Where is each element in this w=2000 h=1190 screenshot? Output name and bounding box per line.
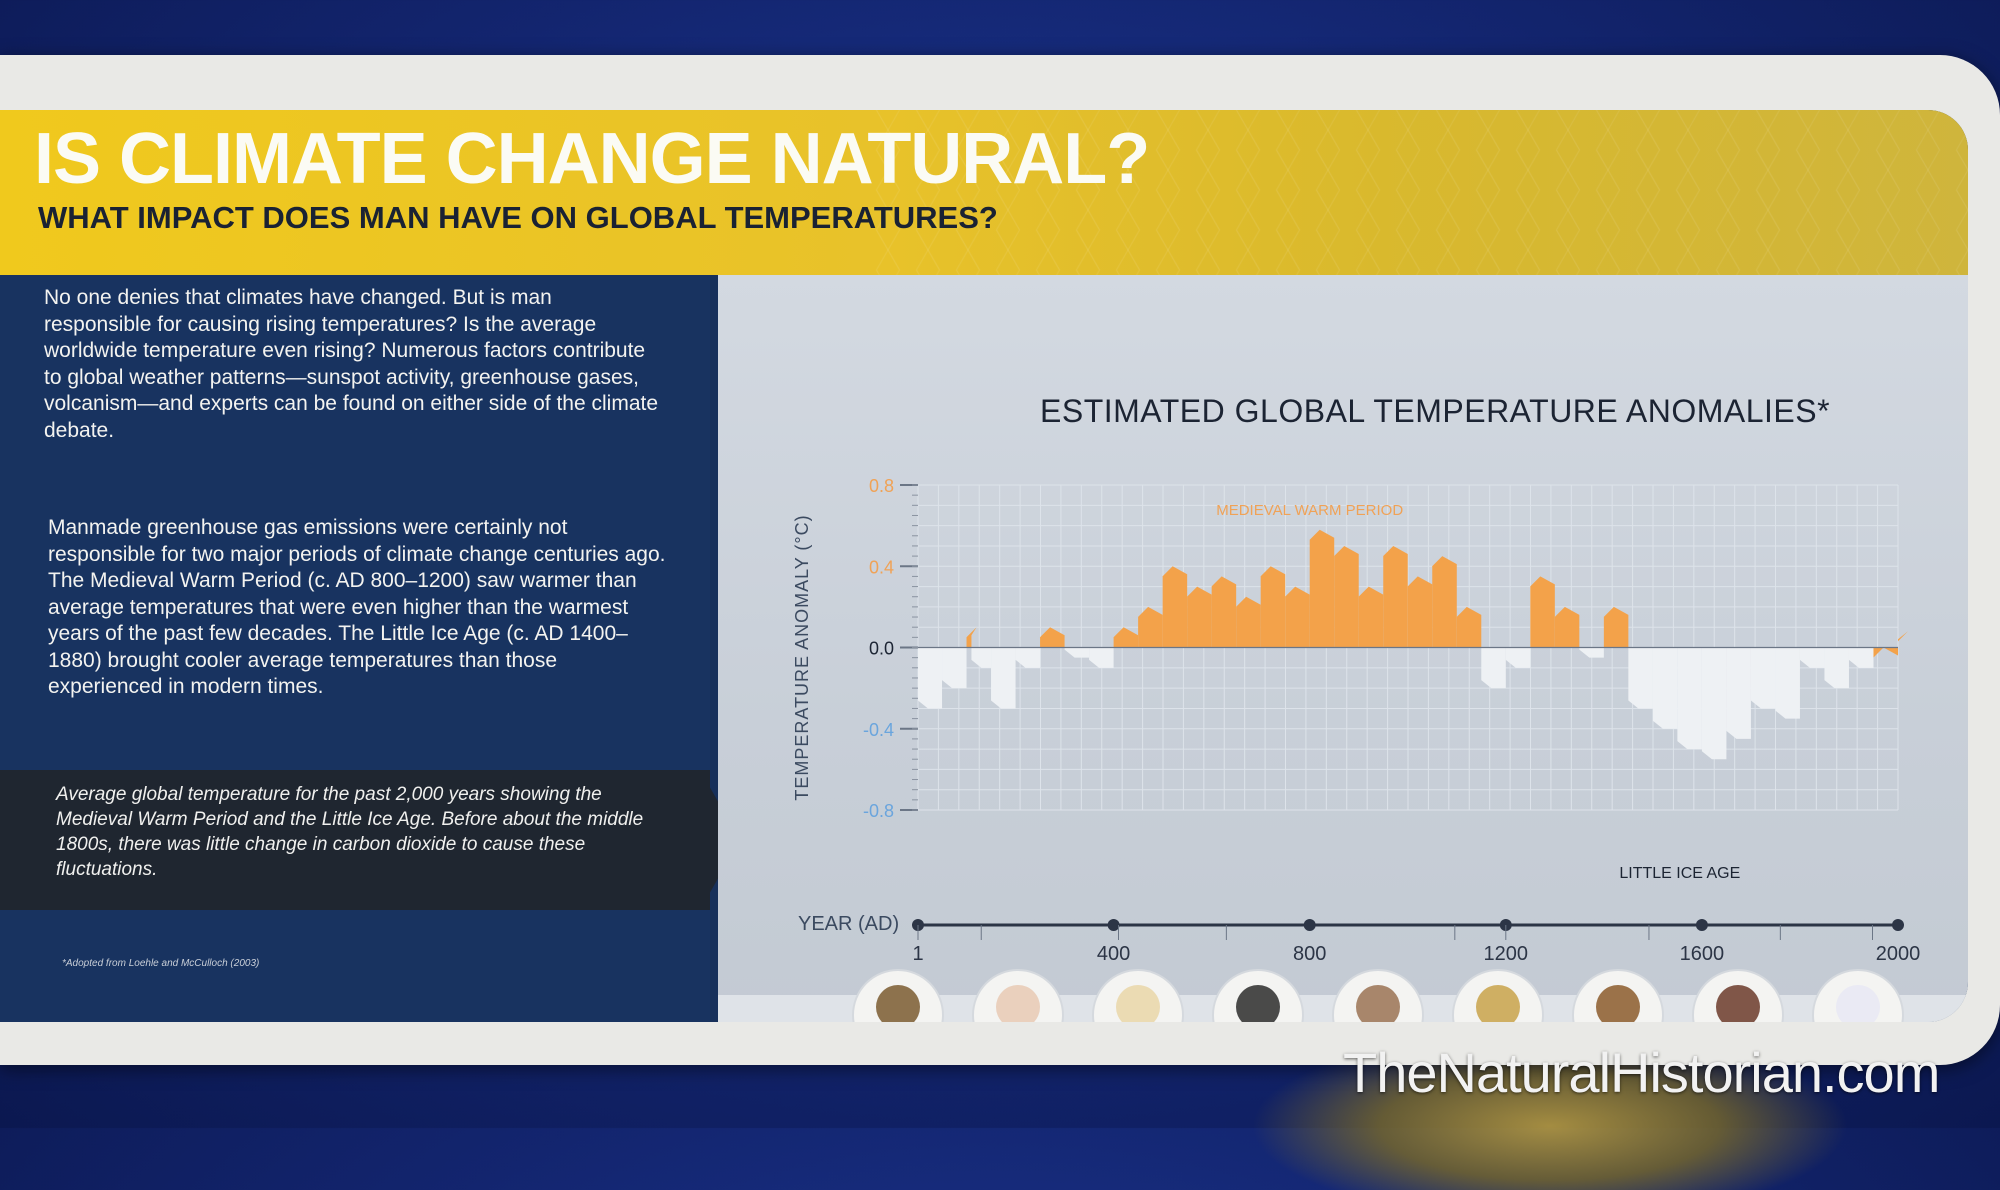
chart-caption: Average global temperature for the past … (56, 784, 644, 880)
timeline-node (1695, 919, 1708, 931)
x-tick-label: 400 (1097, 943, 1130, 965)
warm-anomaly-bar (1407, 576, 1433, 648)
warm-anomaly-bar (1603, 606, 1629, 648)
annotation-medieval-warm-period: MEDIEVAL WARM PERIOD (1216, 502, 1403, 519)
intro-paragraph: No one denies that climates have changed… (44, 286, 659, 442)
warm-anomaly-bar (1530, 576, 1555, 648)
title-banner: IS CLIMATE CHANGE NATURAL? WHAT IMPACT D… (0, 110, 1968, 275)
x-tick-label: 800 (1293, 943, 1326, 965)
event-illustration (1236, 985, 1280, 1022)
warm-anomaly-bar (1432, 556, 1457, 648)
y-tick-label: 0.4 (869, 557, 894, 577)
warm-anomaly-bar (1309, 529, 1335, 648)
warm-anomaly-bar (1236, 596, 1261, 648)
timeline-node (1303, 919, 1316, 931)
event-illustration (1716, 985, 1760, 1022)
event-illustration (1116, 985, 1160, 1022)
cool-anomaly-bar (1505, 647, 1531, 668)
cool-anomaly-bar (1579, 647, 1604, 658)
cool-anomaly-bar (991, 647, 1016, 709)
cool-anomaly-bar (1064, 647, 1090, 658)
cool-anomaly-bar (1726, 647, 1751, 739)
cool-anomaly-bar (1628, 647, 1653, 709)
x-axis-label: YEAR (AD) (798, 913, 899, 935)
watermark: TheNaturalHistorian.com (1343, 1041, 1940, 1104)
event-illustration (1836, 985, 1880, 1022)
cool-anomaly-bar (942, 647, 967, 689)
warm-anomaly-bar (1260, 566, 1286, 648)
warm-anomaly-bar (1040, 627, 1065, 648)
y-tick-label: -0.4 (863, 720, 894, 740)
x-tick-label: 2000 (1876, 943, 1921, 965)
warm-anomaly-bar (1554, 606, 1580, 648)
cool-anomaly-bar (1652, 647, 1678, 729)
warm-anomaly-bar (1898, 631, 1908, 648)
cool-anomaly-bar (1677, 647, 1702, 750)
warm-anomaly-bar (966, 627, 977, 648)
warm-anomaly-bar (1113, 627, 1139, 648)
caption-bar (0, 770, 710, 910)
y-tick-label: -0.8 (863, 801, 894, 821)
event-illustration (1356, 985, 1400, 1022)
body-paragraph: Manmade greenhouse gas emissions were ce… (48, 516, 666, 698)
cool-anomaly-bar (918, 647, 943, 709)
cool-anomaly-bar (1701, 647, 1727, 760)
timeline-node (1892, 919, 1904, 931)
cool-anomaly-bar (1824, 647, 1849, 689)
warm-anomaly-bar (1211, 576, 1237, 648)
chart-area: ESTIMATED GLOBAL TEMPERATURE ANOMALIES* … (718, 275, 1968, 1022)
warm-anomaly-bar (1162, 566, 1188, 648)
temperature-chart: 0.8 0.4 0.0 -0.4 -0.8 TEMPERATURE ANOMALY (°C… (792, 476, 1921, 1022)
footnote: *Adopted from Loehle and McCulloch (2003… (62, 958, 260, 969)
banner-pattern (868, 110, 1968, 275)
chart-title: ESTIMATED GLOBAL TEMPERATURE ANOMALIES* (1040, 393, 1831, 429)
y-tick-label: 0.0 (869, 639, 894, 659)
timeline-node (1107, 919, 1120, 931)
x-tick-label: 1 (912, 943, 923, 965)
cool-anomaly-bar (1750, 647, 1776, 709)
warm-anomaly-bar (1138, 606, 1163, 648)
warm-anomaly-bar (1358, 586, 1384, 648)
cool-anomaly-bar (1089, 647, 1114, 668)
warm-anomaly-bar (1285, 586, 1310, 648)
cool-anomaly-bar (1799, 647, 1825, 668)
cool-anomaly-bar (1848, 647, 1874, 668)
event-illustration (1476, 985, 1520, 1022)
warm-anomaly-bar (1456, 606, 1482, 648)
x-tick-label: 1200 (1484, 943, 1529, 965)
event-illustration (1596, 985, 1640, 1022)
annotation-little-ice-age: LITTLE ICE AGE (1619, 865, 1740, 882)
warm-anomaly-bar (1873, 647, 1898, 658)
warm-anomaly-bar (1334, 545, 1359, 648)
event-illustration (876, 985, 920, 1022)
y-tick-label: 0.8 (869, 476, 894, 496)
y-axis-label: TEMPERATURE ANOMALY (°C) (792, 514, 812, 800)
warm-anomaly-bar (1187, 586, 1212, 648)
exhibit-panel: IS CLIMATE CHANGE NATURAL? WHAT IMPACT D… (0, 110, 1968, 1022)
exhibit-subtitle: WHAT IMPACT DOES MAN HAVE ON GLOBAL TEMP… (38, 200, 998, 235)
x-tick-label: 1600 (1680, 943, 1725, 965)
cool-anomaly-bar (1015, 647, 1041, 668)
exhibit-title: IS CLIMATE CHANGE NATURAL? (34, 119, 1150, 199)
warm-anomaly-bar (1383, 545, 1408, 648)
cool-anomaly-bar (971, 647, 992, 668)
event-illustration (996, 985, 1040, 1022)
cool-anomaly-bar (1775, 647, 1800, 719)
cool-anomaly-bar (1481, 647, 1506, 689)
